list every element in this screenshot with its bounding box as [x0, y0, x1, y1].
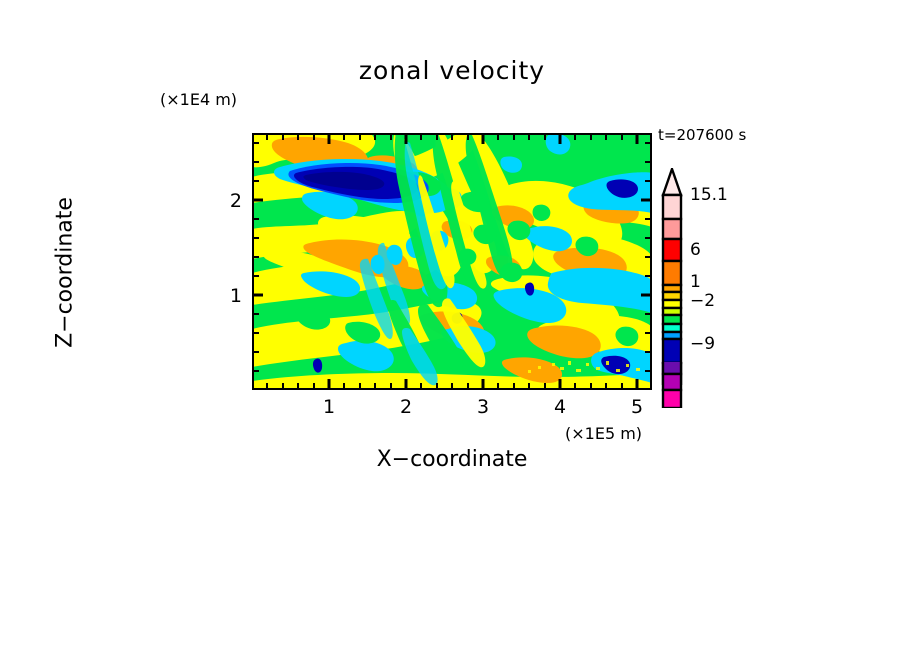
x-tick-label-2: 2	[399, 396, 413, 418]
x-tick-label-5: 5	[630, 396, 644, 418]
x-axis-title: X−coordinate	[376, 447, 528, 472]
y-tick-label-2: 2	[229, 190, 242, 212]
colorbar-svg	[661, 165, 683, 387]
colorbar-label-1: 1	[690, 272, 701, 292]
contour-field-svg	[250, 131, 654, 392]
colorbar-label-minus9: −9	[690, 334, 716, 354]
contour-plot-area	[250, 131, 654, 392]
y-axis-title: Z−coordinate	[52, 197, 78, 348]
contour-bands	[252, 133, 652, 390]
x-tick-label-3: 3	[476, 396, 490, 418]
x-tick-label-4: 4	[553, 396, 567, 418]
internal-wave-striations	[359, 133, 513, 386]
x-tick-label-1: 1	[322, 396, 336, 418]
y-tick-label-1: 1	[229, 285, 242, 307]
green-islands	[295, 204, 639, 347]
x-unit-label: (×1E5 m)	[565, 424, 643, 443]
colorbar-bands	[661, 193, 683, 387]
colorbar-label-15: 15.1	[690, 185, 728, 205]
colorbar-arrow-tip	[661, 165, 683, 197]
colorbar-lower-bands	[660, 358, 684, 410]
time-annotation: t=207600 s	[658, 126, 747, 144]
speckle-noise	[312, 361, 640, 384]
colorbar-label-6: 6	[690, 240, 701, 260]
page-title: zonal velocity	[358, 56, 546, 85]
colorbar-label-minus2: −2	[690, 291, 716, 311]
axis-ticks	[252, 133, 652, 390]
y-unit-label: (×1E4 m)	[160, 90, 238, 109]
colorbar	[660, 165, 684, 387]
